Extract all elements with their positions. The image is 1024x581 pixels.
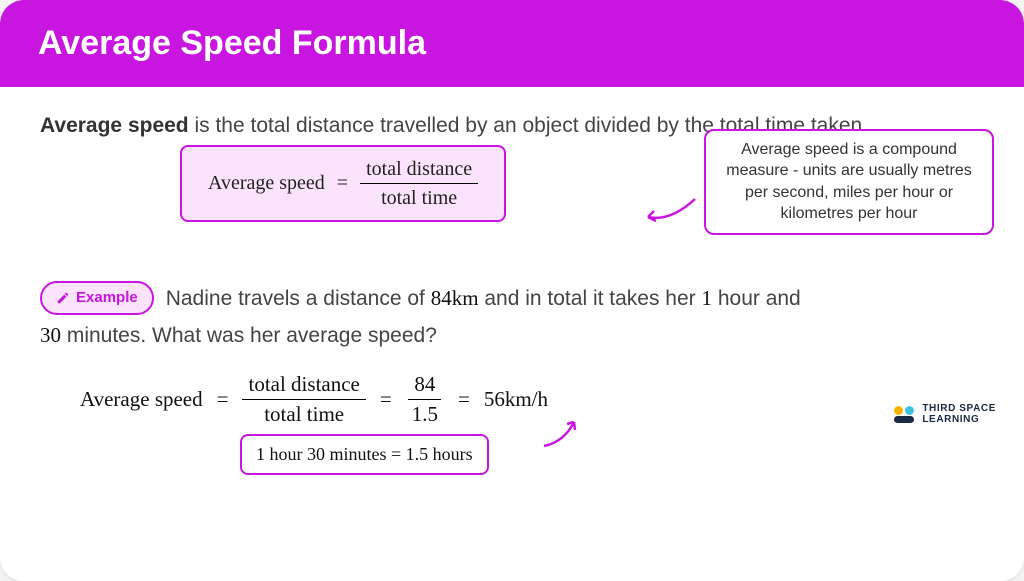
example-line1: Nadine travels a distance of 84km and in… [166, 281, 801, 317]
formula-box: Average speed = total distance total tim… [180, 145, 506, 222]
page-title: Average Speed Formula [38, 24, 426, 62]
formula-fraction: total distance total time [360, 157, 478, 210]
example-num1: 84km [431, 286, 479, 310]
calc-eq2: = [380, 383, 392, 417]
example-text-a: Nadine travels a distance of [166, 287, 431, 310]
logo-line2: LEARNING [922, 414, 996, 425]
calc-eq1: = [217, 383, 229, 417]
example-pill: Example [40, 281, 154, 315]
pencil-icon [56, 291, 70, 305]
note-text: Average speed is a compound measure - un… [726, 141, 971, 223]
calc-f1-bot: total time [258, 400, 350, 427]
example-num3: 30 [40, 323, 61, 347]
card-content: Average speed is the total distance trav… [0, 87, 1024, 447]
definition-bold: Average speed [40, 114, 189, 137]
calc-result: 56km/h [484, 383, 548, 417]
example-section: Example Nadine travels a distance of 84k… [40, 281, 984, 317]
example-num2: 1 [702, 286, 713, 310]
calc-fraction-2: 84 1.5 [406, 372, 444, 427]
time-conversion-box: 1 hour 30 minutes = 1.5 hours [240, 434, 489, 475]
note-box: Average speed is a compound measure - un… [704, 129, 994, 235]
card-header: Average Speed Formula [0, 0, 1024, 87]
lesson-card: Average Speed Formula Average speed is t… [0, 0, 1024, 581]
example-label: Example [76, 286, 138, 310]
formula-row: Average speed = total distance total tim… [40, 149, 984, 259]
example-text-c: hour and [712, 287, 801, 310]
logo-mark [894, 406, 914, 423]
time-text: 1 hour 30 minutes = 1.5 hours [256, 444, 473, 464]
logo-text: THIRD SPACE LEARNING [922, 403, 996, 425]
example-text-d: minutes. What was her average speed? [61, 324, 437, 347]
example-text-b: and in total it takes her [479, 287, 702, 310]
logo-line1: THIRD SPACE [922, 403, 996, 414]
calc-f1-top: total distance [242, 372, 365, 400]
arrow-icon [540, 418, 582, 448]
equals-sign: = [337, 167, 348, 199]
fraction-numerator: total distance [360, 157, 478, 184]
calc-eq3: = [458, 383, 470, 417]
formula-lhs: Average speed [208, 167, 325, 199]
brand-logo: THIRD SPACE LEARNING [894, 403, 996, 425]
formula-inline: Average speed = total distance total tim… [208, 157, 478, 210]
example-line2: 30 minutes. What was her average speed? [40, 318, 984, 354]
fraction-denominator: total time [375, 184, 463, 210]
calc-fraction-1: total distance total time [242, 372, 365, 427]
calc-f2-top: 84 [408, 372, 441, 400]
arrow-icon [640, 197, 700, 227]
calculation-row: Average speed = total distance total tim… [40, 372, 984, 427]
calc-f2-bot: 1.5 [406, 400, 444, 427]
calc-lhs: Average speed [80, 383, 203, 417]
